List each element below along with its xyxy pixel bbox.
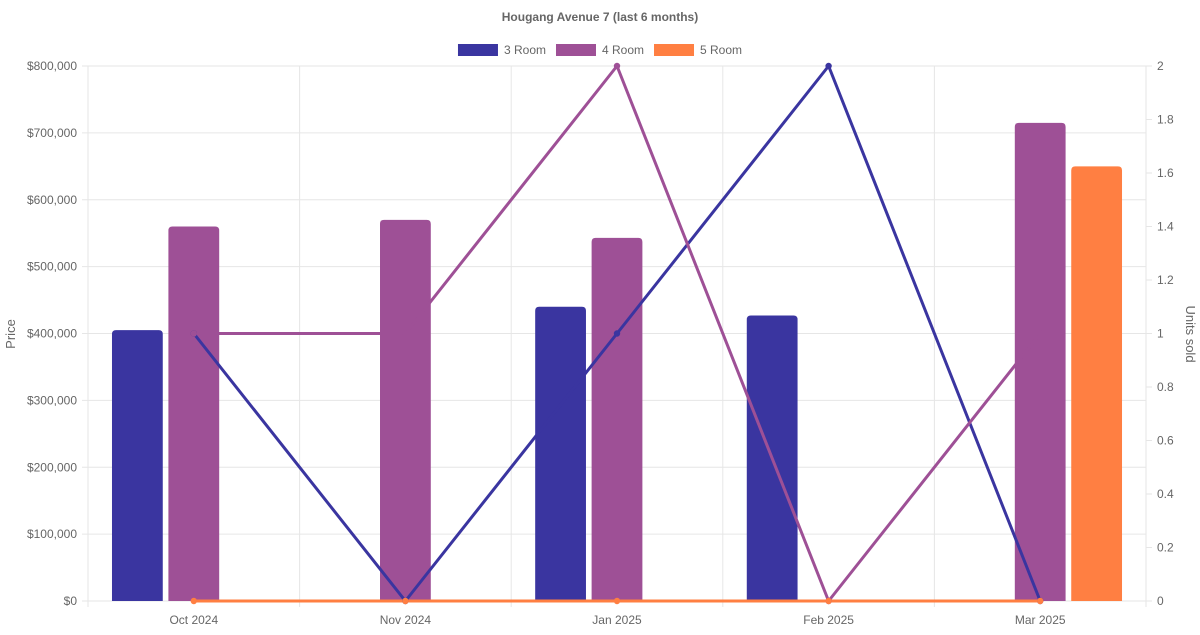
bar-4-room bbox=[380, 219, 431, 601]
y-right-tick-label: 0.4 bbox=[1157, 487, 1174, 501]
point-3-room bbox=[613, 330, 621, 337]
y-axis-right-label: Units sold bbox=[1183, 305, 1198, 362]
legend-item-4-room: 4 Room bbox=[555, 43, 644, 57]
y-axis-left-label: Price bbox=[3, 319, 18, 349]
x-tick-label: Feb 2025 bbox=[803, 613, 854, 627]
y-right-tick-label: 0.6 bbox=[1157, 434, 1174, 448]
legend-label: 4 Room bbox=[602, 43, 644, 57]
point-5-room bbox=[613, 597, 621, 605]
legend-swatch bbox=[555, 44, 596, 56]
y-right-tick-label: 1.4 bbox=[1157, 220, 1174, 234]
bars bbox=[111, 122, 1123, 601]
unit-points bbox=[190, 62, 1044, 605]
y-right-tick-label: 1.6 bbox=[1157, 166, 1174, 180]
y-left-tick-label: $300,000 bbox=[27, 393, 77, 407]
y-right-tick-label: 2 bbox=[1157, 59, 1164, 73]
y-right-tick-label: 1 bbox=[1157, 327, 1164, 341]
point-5-room bbox=[1037, 597, 1044, 605]
y-left-tick-label: $0 bbox=[64, 594, 78, 608]
point-5-room bbox=[402, 597, 409, 605]
legend-label: 5 Room bbox=[700, 43, 742, 57]
point-4-room bbox=[1037, 330, 1044, 337]
y-left-tick-label: $500,000 bbox=[27, 260, 77, 274]
y-left-tick-label: $100,000 bbox=[27, 527, 77, 541]
x-axis-ticks: Oct 2024 Nov 2024 Jan 2025 Feb 2025 Mar 2025 bbox=[169, 613, 1065, 627]
y-right-tick-label: 0.2 bbox=[1157, 541, 1174, 555]
bar-4-room bbox=[591, 237, 643, 601]
bar-5-room bbox=[1071, 166, 1123, 601]
y-left-tick-label: $400,000 bbox=[27, 327, 77, 341]
y-right-tick-label: 1.8 bbox=[1157, 113, 1174, 127]
point-4-room bbox=[190, 330, 197, 337]
legend-swatch bbox=[654, 44, 695, 56]
point-5-room bbox=[190, 597, 197, 605]
point-5-room bbox=[825, 597, 832, 605]
y-axis-right-ticks: 0 0.2 0.4 0.6 0.8 1 1.2 1.4 1.6 1.8 2 bbox=[1157, 59, 1174, 608]
point-4-room bbox=[402, 330, 409, 337]
chart-title: Hougang Avenue 7 (last 6 months) bbox=[502, 10, 698, 24]
point-4-room bbox=[613, 62, 621, 70]
legend-swatch bbox=[457, 44, 498, 56]
point-3-room bbox=[825, 62, 832, 70]
bar-3-room bbox=[111, 330, 163, 601]
x-tick-label: Jan 2025 bbox=[592, 613, 642, 627]
legend-item-5-room: 5 Room bbox=[654, 43, 742, 57]
y-right-tick-label: 1.2 bbox=[1157, 273, 1174, 287]
y-left-tick-label: $800,000 bbox=[27, 59, 77, 73]
y-right-tick-label: 0 bbox=[1157, 594, 1164, 608]
legend-item-3-room: 3 Room bbox=[457, 43, 546, 57]
legend-label: 3 Room bbox=[504, 43, 546, 57]
x-tick-label: Oct 2024 bbox=[169, 613, 218, 627]
y-right-tick-label: 0.8 bbox=[1157, 380, 1174, 394]
x-tick-label: Nov 2024 bbox=[380, 613, 432, 627]
legend: 3 Room 4 Room 5 Room bbox=[457, 43, 742, 57]
bar-3-room bbox=[535, 306, 586, 601]
x-tick-label: Mar 2025 bbox=[1015, 613, 1066, 627]
y-left-tick-label: $200,000 bbox=[27, 460, 77, 474]
y-left-tick-label: $600,000 bbox=[27, 193, 77, 207]
y-left-tick-label: $700,000 bbox=[27, 126, 77, 140]
bar-4-room bbox=[1014, 122, 1066, 601]
bar-4-room bbox=[168, 226, 220, 601]
y-axis-left-ticks: $0 $100,000 $200,000 $300,000 $400,000 $500,0… bbox=[27, 59, 77, 608]
